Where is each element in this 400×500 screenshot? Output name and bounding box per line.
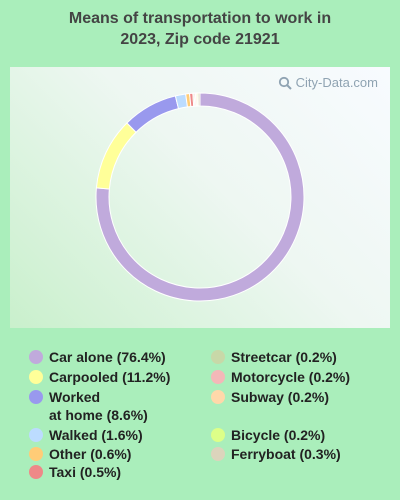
watermark: City-Data.com <box>278 75 378 90</box>
watermark-text: City-Data.com <box>295 75 378 90</box>
slice-ferryboat <box>197 92 201 107</box>
plot-area: City-Data.com <box>10 67 390 328</box>
chart-title: Means of transportation to work in 2023,… <box>68 10 332 48</box>
slice-carpooled <box>95 122 137 190</box>
search-icon <box>278 76 292 90</box>
slice-worked-at-home <box>126 95 180 133</box>
